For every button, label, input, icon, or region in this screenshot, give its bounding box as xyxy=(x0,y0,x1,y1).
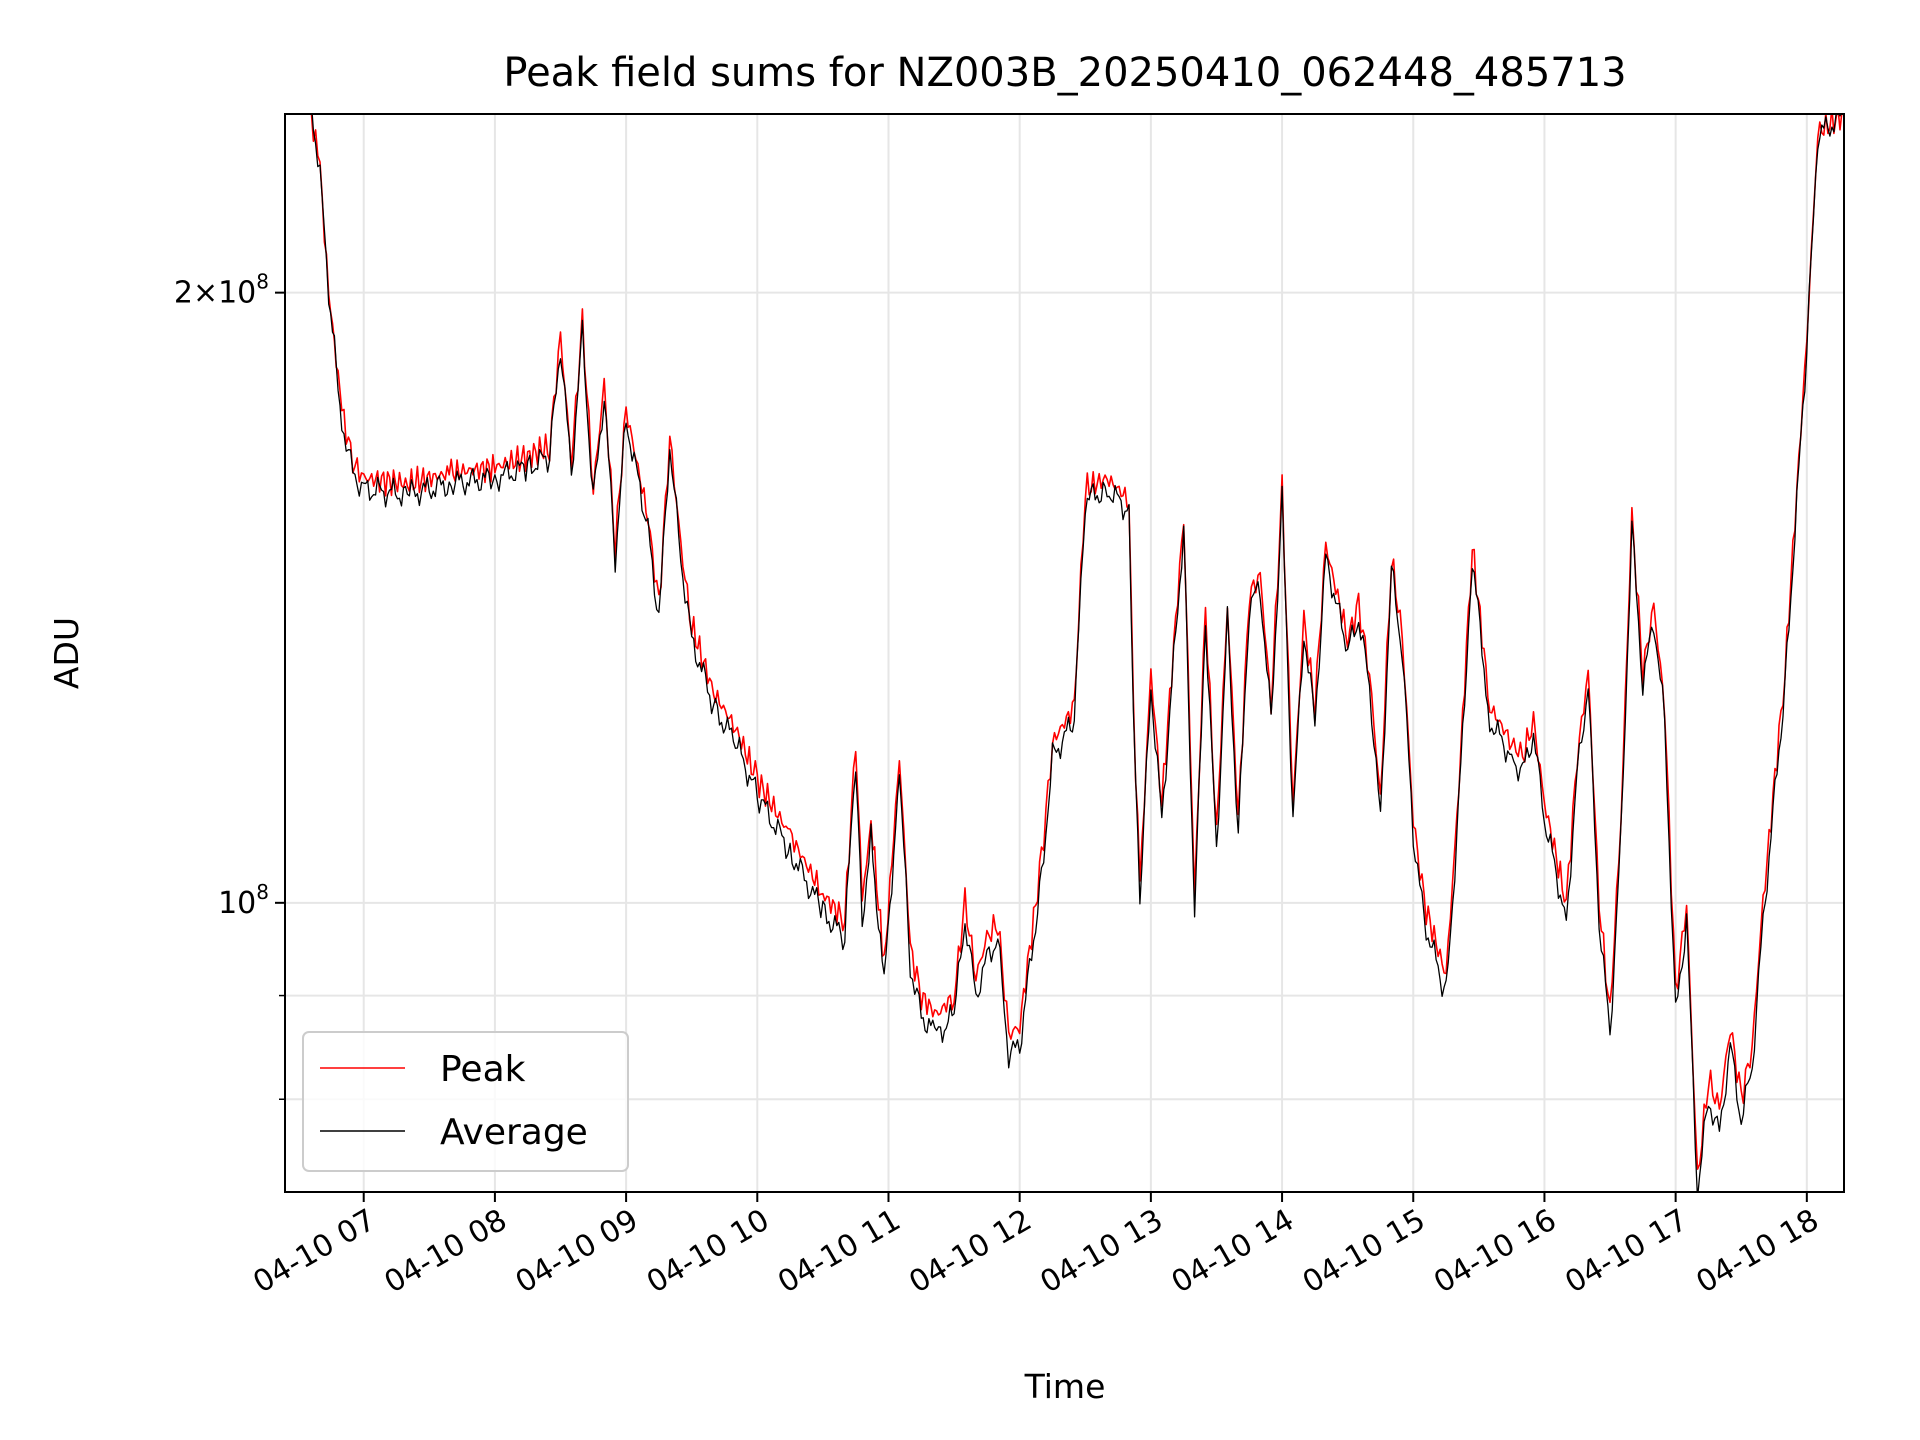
legend-label-average: Average xyxy=(440,1112,588,1153)
legend: Peak Average xyxy=(302,1031,629,1172)
plot-area-frame xyxy=(284,113,1845,1193)
y-tick-label: 2×108 xyxy=(174,270,269,311)
y-axis-label: ADU xyxy=(47,617,86,689)
series-line-average xyxy=(285,114,1844,1192)
series-layer xyxy=(285,114,1844,1192)
chart-title: Peak field sums for NZ003B_20250410_0624… xyxy=(503,50,1626,96)
legend-box xyxy=(302,1031,629,1172)
grid-layer xyxy=(285,114,1844,1192)
x-axis-label: Time xyxy=(1024,1367,1106,1406)
legend-label-peak: Peak xyxy=(440,1049,526,1090)
